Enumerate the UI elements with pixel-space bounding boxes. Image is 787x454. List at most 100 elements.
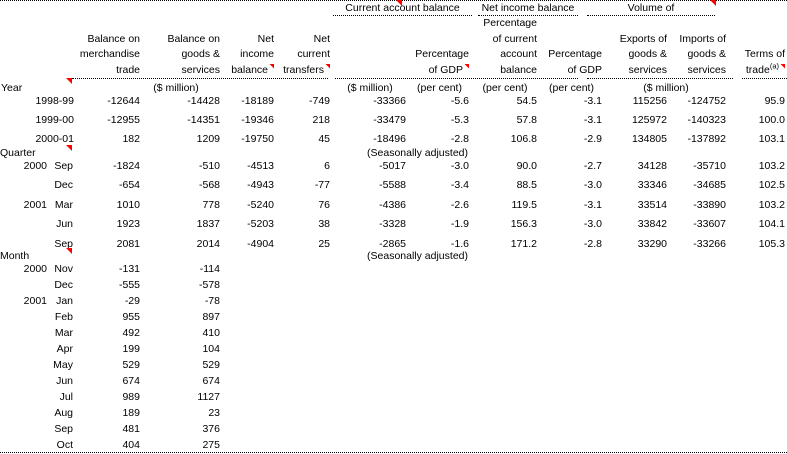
data-cell[interactable]: -12644 — [107, 95, 140, 107]
data-cell[interactable] — [408, 343, 471, 359]
data-cell[interactable] — [471, 311, 539, 327]
data-cell[interactable] — [604, 375, 669, 391]
comment-indicator-icon[interactable] — [780, 63, 785, 69]
data-cell[interactable] — [471, 295, 539, 311]
data-cell[interactable] — [222, 279, 276, 295]
data-cell[interactable] — [728, 327, 787, 343]
data-cell[interactable]: 955 — [122, 310, 140, 323]
data-cell[interactable] — [539, 423, 604, 439]
data-cell[interactable] — [604, 263, 669, 279]
column-header-5[interactable] — [332, 16, 408, 78]
data-cell[interactable]: -510 — [198, 160, 220, 172]
data-cell[interactable] — [604, 295, 669, 311]
data-cell[interactable]: -568 — [198, 179, 220, 192]
data-cell[interactable] — [408, 375, 471, 391]
data-cell[interactable] — [539, 295, 604, 311]
comment-indicator-icon[interactable] — [710, 0, 716, 6]
data-cell[interactable] — [332, 295, 408, 311]
data-cell[interactable]: -3.1 — [583, 95, 602, 107]
data-cell[interactable]: -4943 — [247, 179, 274, 192]
data-cell[interactable]: 25 — [318, 237, 330, 250]
data-cell[interactable] — [332, 423, 408, 439]
data-cell[interactable]: 2081 — [116, 237, 140, 250]
data-cell[interactable]: 218 — [312, 114, 330, 126]
data-cell[interactable]: 275 — [202, 438, 220, 451]
data-cell[interactable]: -2.6 — [450, 198, 469, 211]
data-cell[interactable] — [276, 311, 332, 327]
data-cell[interactable]: -4904 — [247, 237, 274, 250]
row-label-cell[interactable]: 2000 Nov — [0, 263, 76, 279]
data-cell[interactable] — [604, 423, 669, 439]
data-cell[interactable]: -114 — [199, 262, 220, 275]
column-header-2[interactable]: Balance on goods & services — [142, 16, 222, 78]
data-cell[interactable] — [408, 391, 471, 407]
column-header-8[interactable]: Percentage of GDP — [539, 16, 604, 78]
data-cell[interactable]: -1.6 — [450, 237, 469, 250]
row-label-cell[interactable]: 2000-01 — [0, 133, 76, 152]
data-cell[interactable] — [276, 407, 332, 423]
data-cell[interactable]: -4513 — [247, 160, 274, 172]
data-cell[interactable]: -3.0 — [450, 160, 469, 172]
data-cell[interactable]: -749 — [308, 95, 330, 107]
data-cell[interactable]: 125972 — [631, 114, 667, 126]
data-cell[interactable]: 102.5 — [758, 179, 785, 192]
column-header-10[interactable]: Imports of goods & services — [669, 16, 728, 78]
data-cell[interactable]: -77 — [314, 179, 330, 192]
data-cell[interactable] — [332, 327, 408, 343]
data-cell[interactable] — [539, 343, 604, 359]
data-cell[interactable]: 674 — [202, 374, 220, 387]
data-cell[interactable]: 34128 — [637, 160, 667, 172]
row-label-cell[interactable]: Jul — [0, 391, 76, 407]
comment-indicator-icon[interactable] — [66, 145, 72, 151]
data-cell[interactable]: -19750 — [241, 133, 274, 145]
data-cell[interactable]: 106.8 — [510, 133, 537, 145]
data-cell[interactable]: -5588 — [379, 179, 406, 192]
column-header-0[interactable] — [0, 16, 76, 78]
data-cell[interactable]: 199 — [122, 342, 140, 355]
data-cell[interactable] — [604, 327, 669, 343]
data-cell[interactable] — [222, 407, 276, 423]
data-cell[interactable]: 115256 — [632, 95, 667, 107]
data-cell[interactable] — [539, 279, 604, 295]
data-cell[interactable] — [408, 263, 471, 279]
section-label[interactable]: Quarter — [0, 145, 76, 160]
data-cell[interactable] — [539, 407, 604, 423]
column-header-3[interactable]: Net income balance — [222, 16, 276, 78]
data-cell[interactable] — [604, 311, 669, 327]
column-header-9[interactable]: Exports of goods & services — [604, 16, 669, 78]
data-cell[interactable] — [408, 295, 471, 311]
data-cell[interactable] — [332, 359, 408, 375]
data-cell[interactable] — [332, 311, 408, 327]
row-label-cell[interactable]: Apr — [0, 343, 76, 359]
data-cell[interactable] — [471, 279, 539, 295]
data-cell[interactable] — [276, 423, 332, 439]
data-cell[interactable]: -578 — [198, 278, 220, 291]
row-label-cell[interactable]: Mar — [0, 327, 76, 343]
data-cell[interactable]: -140323 — [687, 114, 726, 126]
data-cell[interactable] — [604, 343, 669, 359]
data-cell[interactable]: 105.3 — [758, 237, 785, 250]
data-cell[interactable] — [408, 359, 471, 375]
data-cell[interactable]: 376 — [202, 422, 220, 435]
row-label-cell[interactable]: 2000 Sep — [0, 160, 76, 179]
data-cell[interactable]: -5.3 — [450, 114, 469, 126]
data-cell[interactable] — [669, 295, 728, 311]
data-cell[interactable] — [222, 391, 276, 407]
data-cell[interactable] — [728, 407, 787, 423]
data-cell[interactable]: -3.0 — [583, 218, 602, 231]
data-cell[interactable] — [471, 407, 539, 423]
data-cell[interactable]: -1824 — [113, 160, 140, 172]
column-header-4[interactable]: Net current transfers — [276, 16, 332, 78]
data-cell[interactable]: 1010 — [116, 198, 140, 211]
data-cell[interactable] — [408, 407, 471, 423]
data-cell[interactable]: -18496 — [373, 133, 406, 145]
data-cell[interactable]: 410 — [202, 326, 220, 339]
data-cell[interactable] — [539, 375, 604, 391]
data-cell[interactable] — [276, 263, 332, 279]
data-cell[interactable] — [471, 375, 539, 391]
data-cell[interactable]: -29 — [124, 294, 140, 307]
comment-indicator-icon[interactable] — [396, 0, 402, 6]
data-cell[interactable]: 1127 — [197, 390, 220, 403]
data-cell[interactable]: 33290 — [637, 237, 667, 250]
data-cell[interactable]: -33266 — [693, 237, 726, 250]
